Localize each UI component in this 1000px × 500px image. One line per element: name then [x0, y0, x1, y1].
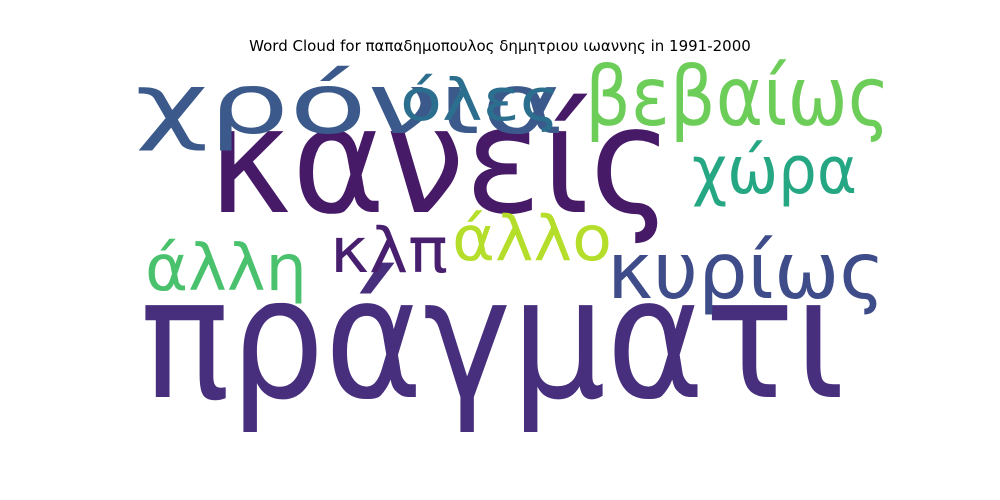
- word-8: άλλο: [452, 202, 612, 275]
- word-7: κλπ: [330, 214, 448, 287]
- word-4: όλες: [400, 66, 560, 134]
- chart-title: Word Cloud for παπαδημοπουλος δημητριου …: [249, 37, 751, 55]
- word-10: κυρίως: [607, 227, 885, 317]
- word-1: πράγματι: [140, 241, 845, 437]
- word-6: χώρα: [692, 132, 857, 209]
- word-5: βεβαίως: [585, 50, 890, 145]
- word-9: άλλη: [145, 232, 307, 306]
- word-2: κανείς: [208, 75, 673, 247]
- word-3: χρόνια: [135, 55, 565, 153]
